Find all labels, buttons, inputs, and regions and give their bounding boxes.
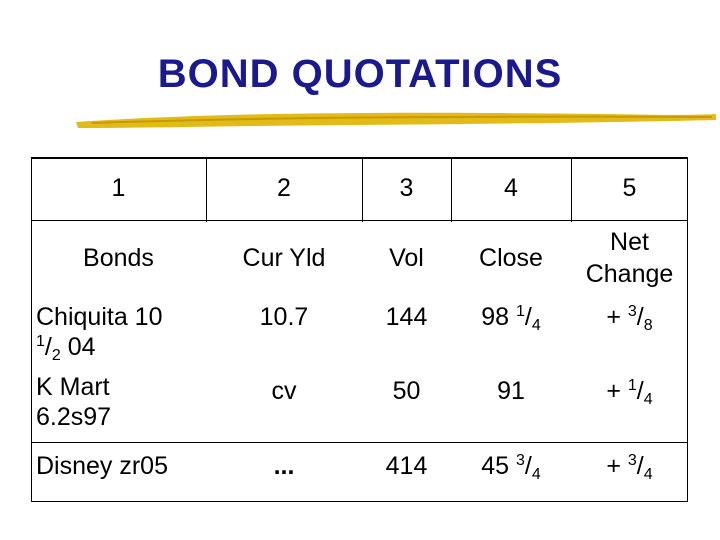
column-header-bonds: Bonds — [83, 244, 154, 272]
cur-yld-value: cv — [271, 377, 297, 405]
bond-name-disney: Disney zr05 — [36, 452, 168, 480]
vol-value: 50 — [392, 377, 421, 405]
column-number: 4 — [504, 174, 518, 202]
net-change-value: + 3/8 — [606, 303, 653, 334]
column-header-net: Net — [610, 228, 649, 256]
slide-title: BOND QUOTATIONS — [157, 52, 563, 96]
column-header-close: Close — [479, 244, 543, 272]
column-divider — [451, 157, 452, 222]
close-value: 98 1/4 — [481, 303, 541, 334]
cur-yld-value: ... — [273, 452, 295, 480]
column-divider — [206, 157, 207, 222]
vol-value: 144 — [385, 303, 428, 331]
bond-name-kmart: K Mart 6.2s97 — [36, 373, 112, 431]
row-divider — [31, 442, 688, 443]
close-value: 91 — [497, 377, 525, 405]
bond-quotes-table — [31, 157, 688, 502]
table-top-border — [31, 157, 688, 159]
title-underline-stroke — [76, 112, 716, 128]
close-value: 45 3/4 — [481, 452, 541, 483]
column-divider — [362, 157, 363, 222]
column-number: 3 — [399, 174, 414, 202]
bond-name-chiquita: Chiquita 10 1/2 04 — [36, 303, 163, 364]
column-divider — [571, 157, 572, 222]
net-change-value: + 3/4 — [606, 452, 653, 483]
column-number: 1 — [111, 174, 126, 202]
column-number: 5 — [622, 174, 637, 202]
vol-value: 414 — [385, 452, 428, 480]
column-header-cur-yld: Cur Yld — [242, 244, 326, 272]
column-header-vol: Vol — [389, 244, 424, 272]
column-header-change: Change — [585, 260, 674, 288]
header-row-divider — [31, 220, 688, 221]
cur-yld-value: 10.7 — [259, 303, 309, 331]
net-change-value: + 1/4 — [606, 377, 653, 408]
column-header-net-change: Net Change — [571, 226, 688, 290]
column-number: 2 — [277, 174, 291, 202]
